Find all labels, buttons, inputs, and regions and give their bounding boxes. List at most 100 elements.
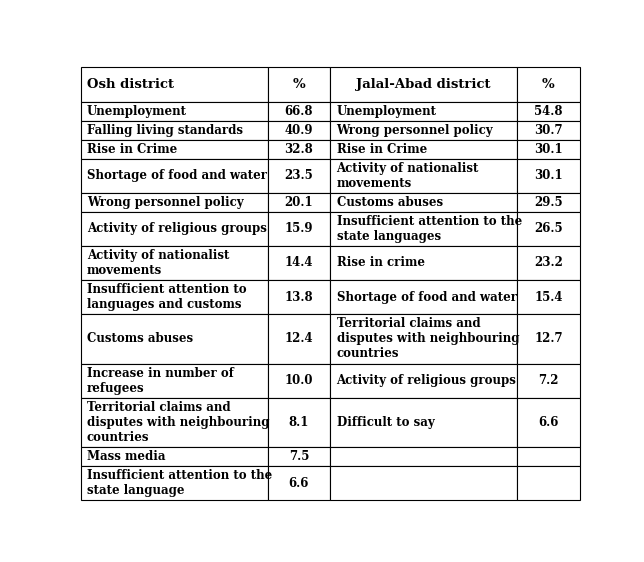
Bar <box>517 364 580 398</box>
Text: Shortage of food and water: Shortage of food and water <box>337 291 516 303</box>
Text: 12.7: 12.7 <box>534 332 563 346</box>
Bar <box>517 102 580 121</box>
Bar <box>80 466 268 500</box>
Bar <box>330 139 517 158</box>
Bar <box>517 139 580 158</box>
Text: 7.2: 7.2 <box>538 374 558 387</box>
Bar <box>80 121 268 139</box>
Text: 20.1: 20.1 <box>285 196 313 209</box>
Text: 26.5: 26.5 <box>534 222 563 235</box>
Text: 12.4: 12.4 <box>285 332 313 346</box>
Text: Rise in Crime: Rise in Crime <box>87 143 177 156</box>
Text: 6.6: 6.6 <box>538 416 558 429</box>
Text: 54.8: 54.8 <box>534 105 563 117</box>
Text: Customs abuses: Customs abuses <box>87 332 193 346</box>
Text: Mass media: Mass media <box>87 450 166 463</box>
Bar <box>80 139 268 158</box>
Bar <box>517 67 580 102</box>
Bar <box>80 398 268 447</box>
Bar <box>268 139 330 158</box>
Text: Jalal-Abad district: Jalal-Abad district <box>356 78 491 91</box>
Text: Osh district: Osh district <box>87 78 174 91</box>
Text: 66.8: 66.8 <box>285 105 313 117</box>
Bar <box>268 67 330 102</box>
Bar <box>517 193 580 212</box>
Bar <box>517 121 580 139</box>
Bar <box>268 158 330 193</box>
Text: 40.9: 40.9 <box>285 124 313 137</box>
Text: Insufficient attention to
languages and customs: Insufficient attention to languages and … <box>87 283 247 311</box>
Text: Activity of religious groups: Activity of religious groups <box>87 222 267 235</box>
Bar <box>517 212 580 246</box>
Text: %: % <box>292 78 305 91</box>
Bar <box>517 447 580 466</box>
Text: 13.8: 13.8 <box>285 291 313 303</box>
Text: 23.2: 23.2 <box>534 256 563 269</box>
Text: Insufficient attention to the
state language: Insufficient attention to the state lang… <box>87 469 272 497</box>
Text: Insufficient attention to the
state languages: Insufficient attention to the state lang… <box>337 215 522 243</box>
Bar <box>330 158 517 193</box>
Text: Shortage of food and water: Shortage of food and water <box>87 169 267 182</box>
Text: 8.1: 8.1 <box>289 416 309 429</box>
Bar <box>268 121 330 139</box>
Text: Wrong personnel policy: Wrong personnel policy <box>87 196 243 209</box>
Bar <box>268 447 330 466</box>
Text: Territorial claims and
disputes with neighbouring
countries: Territorial claims and disputes with nei… <box>87 401 269 444</box>
Bar <box>517 246 580 280</box>
Bar <box>517 158 580 193</box>
Text: Rise in crime: Rise in crime <box>337 256 424 269</box>
Bar <box>80 102 268 121</box>
Text: Difficult to say: Difficult to say <box>337 416 434 429</box>
Text: Customs abuses: Customs abuses <box>337 196 442 209</box>
Bar <box>80 246 268 280</box>
Bar <box>330 447 517 466</box>
Bar <box>268 212 330 246</box>
Text: 15.4: 15.4 <box>534 291 563 303</box>
Text: 15.9: 15.9 <box>285 222 313 235</box>
Bar <box>517 280 580 314</box>
Text: %: % <box>542 78 554 91</box>
Bar <box>80 314 268 364</box>
Bar <box>330 67 517 102</box>
Bar <box>330 246 517 280</box>
Text: Unemployment: Unemployment <box>337 105 437 117</box>
Bar <box>330 314 517 364</box>
Bar <box>268 246 330 280</box>
Text: Falling living standards: Falling living standards <box>87 124 243 137</box>
Bar <box>517 398 580 447</box>
Bar <box>80 193 268 212</box>
Text: Activity of religious groups: Activity of religious groups <box>337 374 516 387</box>
Bar <box>268 398 330 447</box>
Bar <box>80 212 268 246</box>
Bar <box>268 280 330 314</box>
Bar <box>80 447 268 466</box>
Bar <box>330 466 517 500</box>
Text: 7.5: 7.5 <box>289 450 309 463</box>
Text: 10.0: 10.0 <box>285 374 313 387</box>
Text: 29.5: 29.5 <box>534 196 563 209</box>
Text: 23.5: 23.5 <box>285 169 313 182</box>
Text: Wrong personnel policy: Wrong personnel policy <box>337 124 493 137</box>
Bar <box>268 466 330 500</box>
Bar <box>80 280 268 314</box>
Text: 32.8: 32.8 <box>285 143 313 156</box>
Text: Unemployment: Unemployment <box>87 105 187 117</box>
Bar <box>330 280 517 314</box>
Text: Rise in Crime: Rise in Crime <box>337 143 427 156</box>
Bar <box>517 314 580 364</box>
Bar <box>268 102 330 121</box>
Bar <box>80 67 268 102</box>
Bar <box>330 398 517 447</box>
Bar <box>330 364 517 398</box>
Bar <box>268 193 330 212</box>
Text: 30.1: 30.1 <box>534 143 563 156</box>
Bar <box>268 364 330 398</box>
Text: 30.7: 30.7 <box>534 124 563 137</box>
Text: 30.1: 30.1 <box>534 169 563 182</box>
Text: Increase in number of
refugees: Increase in number of refugees <box>87 366 234 395</box>
Text: 6.6: 6.6 <box>289 477 309 490</box>
Text: 14.4: 14.4 <box>285 256 313 269</box>
Text: Territorial claims and
disputes with neighbouring
countries: Territorial claims and disputes with nei… <box>337 318 519 360</box>
Bar <box>268 314 330 364</box>
Text: Activity of nationalist
movements: Activity of nationalist movements <box>337 162 479 189</box>
